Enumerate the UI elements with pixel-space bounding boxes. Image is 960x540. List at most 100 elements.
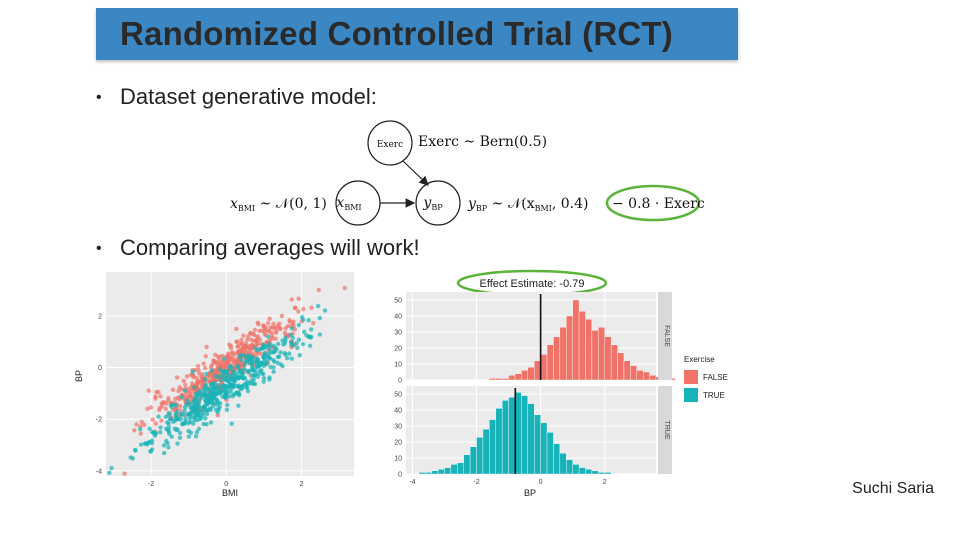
scatter-point-false — [164, 401, 169, 406]
scatter-point-false — [243, 341, 249, 346]
histogram-bar — [534, 414, 541, 475]
eq-bmi-rest: ~ 𝒩(0, 1) — [255, 196, 327, 212]
histogram-ytick: 20 — [394, 346, 402, 353]
scatter-point-true — [164, 426, 169, 431]
scatter-point-true — [216, 374, 222, 379]
scatter-point-false — [301, 306, 306, 312]
scatter-point-true — [210, 404, 216, 409]
scatter-point-false — [181, 378, 186, 384]
histogram-panel-false: 0 10 20 30 40 50 FALSE — [394, 292, 676, 385]
scatter-point-true — [297, 352, 302, 358]
author-name: Suchi Saria — [852, 480, 934, 497]
scatter-point-true — [239, 384, 245, 389]
scatter-point-true — [261, 371, 266, 377]
histogram-bar — [527, 403, 535, 475]
scatter-point-true — [322, 308, 328, 313]
scatter-point-false — [256, 322, 261, 327]
scatter-point-false — [186, 386, 191, 392]
scatter-point-true — [255, 356, 261, 362]
scatter-point-false — [159, 418, 164, 423]
histogram-bar — [553, 443, 561, 475]
scatter-point-true — [237, 370, 242, 375]
scatter-point-false — [174, 375, 180, 380]
scatter-point-true — [202, 377, 208, 382]
histogram-ytick: 50 — [394, 298, 402, 305]
scatter-point-false — [246, 333, 251, 339]
histogram-ytick: 0 — [398, 472, 402, 479]
eq-bmi-sub: BMI — [238, 204, 255, 213]
scatter-point-true — [275, 354, 281, 360]
scatter-point-true — [282, 350, 287, 356]
scatter-point-true — [182, 388, 187, 393]
scatter-point-true — [179, 394, 184, 400]
scatter-point-true — [215, 409, 220, 415]
scatter-point-false — [252, 327, 258, 333]
scatter-point-true — [261, 379, 266, 384]
scatter-point-true — [240, 375, 245, 381]
scatter-point-true — [202, 390, 208, 396]
histogram-bar — [604, 472, 612, 475]
legend-swatch-false — [684, 370, 698, 384]
equation-treatment-term: − 0.8 · Exerc — [612, 196, 705, 212]
scatter-point-true — [243, 354, 248, 359]
scatter-point-true — [183, 416, 188, 421]
histogram-xlabel: BP — [524, 488, 536, 498]
scatter-point-false — [212, 360, 217, 365]
scatter-point-true — [244, 384, 250, 390]
histogram-bar — [437, 468, 445, 475]
legend-label-true: TRUE — [703, 391, 725, 400]
histogram-bar — [501, 400, 509, 475]
histogram-bar — [418, 472, 426, 475]
scatter-point-true — [308, 327, 314, 332]
scatter-point-true — [246, 368, 251, 374]
scatter-point-true — [204, 396, 210, 402]
histogram-bar — [489, 419, 496, 475]
scatter-point-true — [222, 356, 227, 361]
scatter-point-true — [238, 357, 244, 363]
scatter-point-true — [192, 385, 197, 390]
scatter-point-true — [164, 438, 169, 444]
scatter-point-true — [224, 370, 230, 376]
facet-strip — [658, 386, 672, 474]
histogram-bar — [495, 408, 503, 475]
scatter-point-false — [245, 337, 250, 342]
scatter-point-true — [210, 386, 216, 391]
scatter-point-true — [204, 371, 209, 377]
scatter-ytick: 2 — [98, 313, 102, 320]
scatter-point-true — [150, 429, 155, 435]
scatter-point-true — [258, 346, 263, 352]
equation-exerc: Exerc ~ Bern(0.5) — [418, 134, 547, 150]
histogram-bar — [495, 378, 503, 381]
scatter-point-true — [317, 332, 323, 337]
eq-bp-sub2: BMI — [535, 204, 552, 213]
equation-bmi: xBMI ~ 𝒩(0, 1) — [230, 196, 327, 213]
histogram-bar — [591, 330, 599, 381]
scatter-point-true — [255, 347, 260, 353]
scatter-point-true — [218, 377, 223, 383]
scatter-point-true — [175, 416, 181, 422]
histogram-bar — [501, 378, 509, 381]
histogram-bar — [642, 371, 650, 381]
scatter-ylabel: BP — [74, 370, 84, 382]
scatter-point-false — [235, 344, 241, 349]
scatter-point-true — [133, 447, 138, 453]
node-exerc — [367, 120, 413, 166]
scatter-point-true — [169, 404, 174, 410]
scatter-point-true — [190, 369, 195, 375]
scatter-point-true — [218, 367, 223, 372]
scatter-chart: -2 0 2 -4 -2 0 2 BMI BP — [74, 272, 354, 498]
histogram-ytick: 10 — [394, 362, 402, 369]
scatter-point-false — [148, 405, 154, 410]
scatter-point-true — [237, 354, 243, 359]
histogram-ytick: 40 — [394, 314, 402, 321]
scatter-point-false — [170, 387, 176, 392]
scatter-point-true — [272, 359, 277, 364]
scatter-point-true — [187, 416, 192, 421]
scatter-point-true — [186, 434, 192, 439]
scatter-point-false — [173, 396, 178, 401]
histogram-bar — [566, 459, 573, 475]
scatter-point-false — [139, 419, 144, 424]
scatter-point-true — [228, 373, 233, 379]
legend-label-false: FALSE — [703, 373, 728, 382]
scatter-point-true — [302, 329, 307, 335]
